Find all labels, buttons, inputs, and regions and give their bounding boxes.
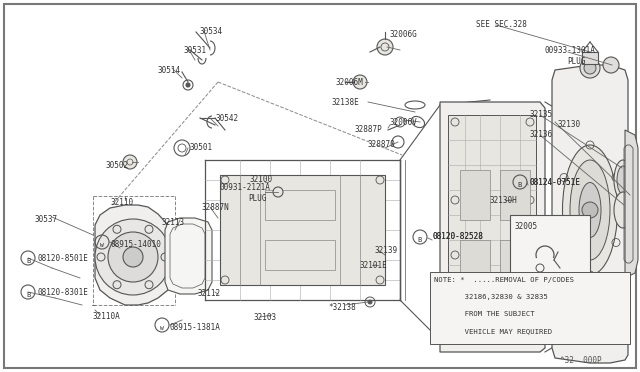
Text: PLUG: PLUG	[567, 57, 586, 66]
Circle shape	[186, 83, 190, 87]
Bar	[510, 215, 590, 280]
Text: 30501: 30501	[190, 143, 213, 152]
Text: 30537: 30537	[34, 215, 57, 224]
Text: 30534: 30534	[200, 27, 223, 36]
Text: 00931-2121A: 00931-2121A	[220, 183, 271, 192]
Text: 32138E: 32138E	[332, 98, 360, 107]
Text: B: B	[418, 237, 422, 243]
Polygon shape	[440, 102, 545, 352]
Text: 08915-14010: 08915-14010	[110, 240, 161, 249]
Ellipse shape	[563, 145, 618, 275]
Text: 30514: 30514	[158, 66, 181, 75]
Polygon shape	[220, 175, 385, 285]
Polygon shape	[552, 65, 628, 363]
Circle shape	[123, 247, 143, 267]
Text: 32110A: 32110A	[92, 312, 120, 321]
Text: ^32  000P: ^32 000P	[560, 356, 602, 365]
Text: PLUG: PLUG	[248, 194, 266, 203]
Text: VEHICLE MAY REQUIRED: VEHICLE MAY REQUIRED	[434, 328, 552, 334]
Text: 08915-1381A: 08915-1381A	[170, 323, 221, 332]
Circle shape	[377, 39, 393, 55]
Bar	[500, 170, 530, 220]
Polygon shape	[165, 218, 212, 294]
Text: 32006M: 32006M	[336, 78, 364, 87]
Text: 30531: 30531	[183, 46, 206, 55]
Circle shape	[580, 58, 600, 78]
Ellipse shape	[614, 160, 632, 200]
Text: 08120-8501E: 08120-8501E	[37, 254, 88, 263]
Circle shape	[582, 202, 598, 218]
Text: B: B	[26, 258, 30, 264]
Circle shape	[123, 155, 137, 169]
Circle shape	[95, 219, 171, 295]
Text: 32112: 32112	[197, 289, 220, 298]
Text: 32887N: 32887N	[201, 203, 228, 212]
Bar	[265, 190, 335, 220]
Bar	[500, 240, 530, 290]
Circle shape	[108, 232, 158, 282]
Text: FROM THE SUBJECT: FROM THE SUBJECT	[434, 311, 534, 317]
Polygon shape	[95, 205, 172, 305]
Text: 32110: 32110	[110, 198, 133, 207]
Bar	[582, 52, 598, 64]
Text: 32186,32830 & 32835: 32186,32830 & 32835	[434, 294, 548, 300]
Text: 30502: 30502	[105, 161, 128, 170]
Ellipse shape	[617, 166, 629, 194]
Circle shape	[584, 62, 596, 74]
Text: *32138: *32138	[328, 303, 356, 312]
Text: 08120-82528: 08120-82528	[433, 232, 484, 241]
Text: 08124-0751E: 08124-0751E	[530, 178, 581, 187]
Text: 08124-0751E: 08124-0751E	[530, 178, 581, 187]
Ellipse shape	[614, 192, 632, 228]
Circle shape	[353, 75, 367, 89]
Text: 30542: 30542	[215, 114, 238, 123]
Ellipse shape	[570, 160, 610, 260]
Circle shape	[368, 300, 372, 304]
Text: 32101E: 32101E	[360, 261, 388, 270]
Bar	[430, 272, 630, 344]
Text: 32113: 32113	[162, 218, 185, 227]
Text: 32135: 32135	[530, 110, 553, 119]
Ellipse shape	[579, 183, 601, 237]
Text: W: W	[160, 326, 164, 330]
Text: 32887P: 32887P	[355, 125, 383, 134]
Bar	[460, 170, 490, 220]
Text: 32130: 32130	[558, 120, 581, 129]
Text: B: B	[518, 182, 522, 188]
Text: 32006G: 32006G	[390, 30, 418, 39]
Text: 00933-1301A: 00933-1301A	[545, 46, 596, 55]
Text: 32130H: 32130H	[490, 196, 518, 205]
Bar	[460, 240, 490, 290]
Text: 32139: 32139	[375, 246, 398, 255]
Text: 32103: 32103	[253, 313, 276, 322]
Circle shape	[603, 57, 619, 73]
Text: 32006V: 32006V	[390, 118, 418, 127]
Text: 32005: 32005	[515, 222, 538, 231]
Text: 32100: 32100	[249, 175, 272, 184]
Text: 08120-8301E: 08120-8301E	[37, 288, 88, 297]
Text: SEE SEC.328: SEE SEC.328	[476, 20, 527, 29]
Text: NOTE: *  .....REMOVAL OF P/CODES: NOTE: * .....REMOVAL OF P/CODES	[434, 277, 574, 283]
Text: 328870: 328870	[368, 140, 396, 149]
Text: 08120-82528: 08120-82528	[433, 232, 484, 241]
Circle shape	[273, 187, 283, 197]
Text: W: W	[100, 243, 104, 247]
Polygon shape	[625, 130, 638, 278]
Polygon shape	[448, 115, 536, 340]
Text: 32136: 32136	[530, 130, 553, 139]
Bar	[265, 240, 335, 270]
Text: B: B	[26, 292, 30, 298]
